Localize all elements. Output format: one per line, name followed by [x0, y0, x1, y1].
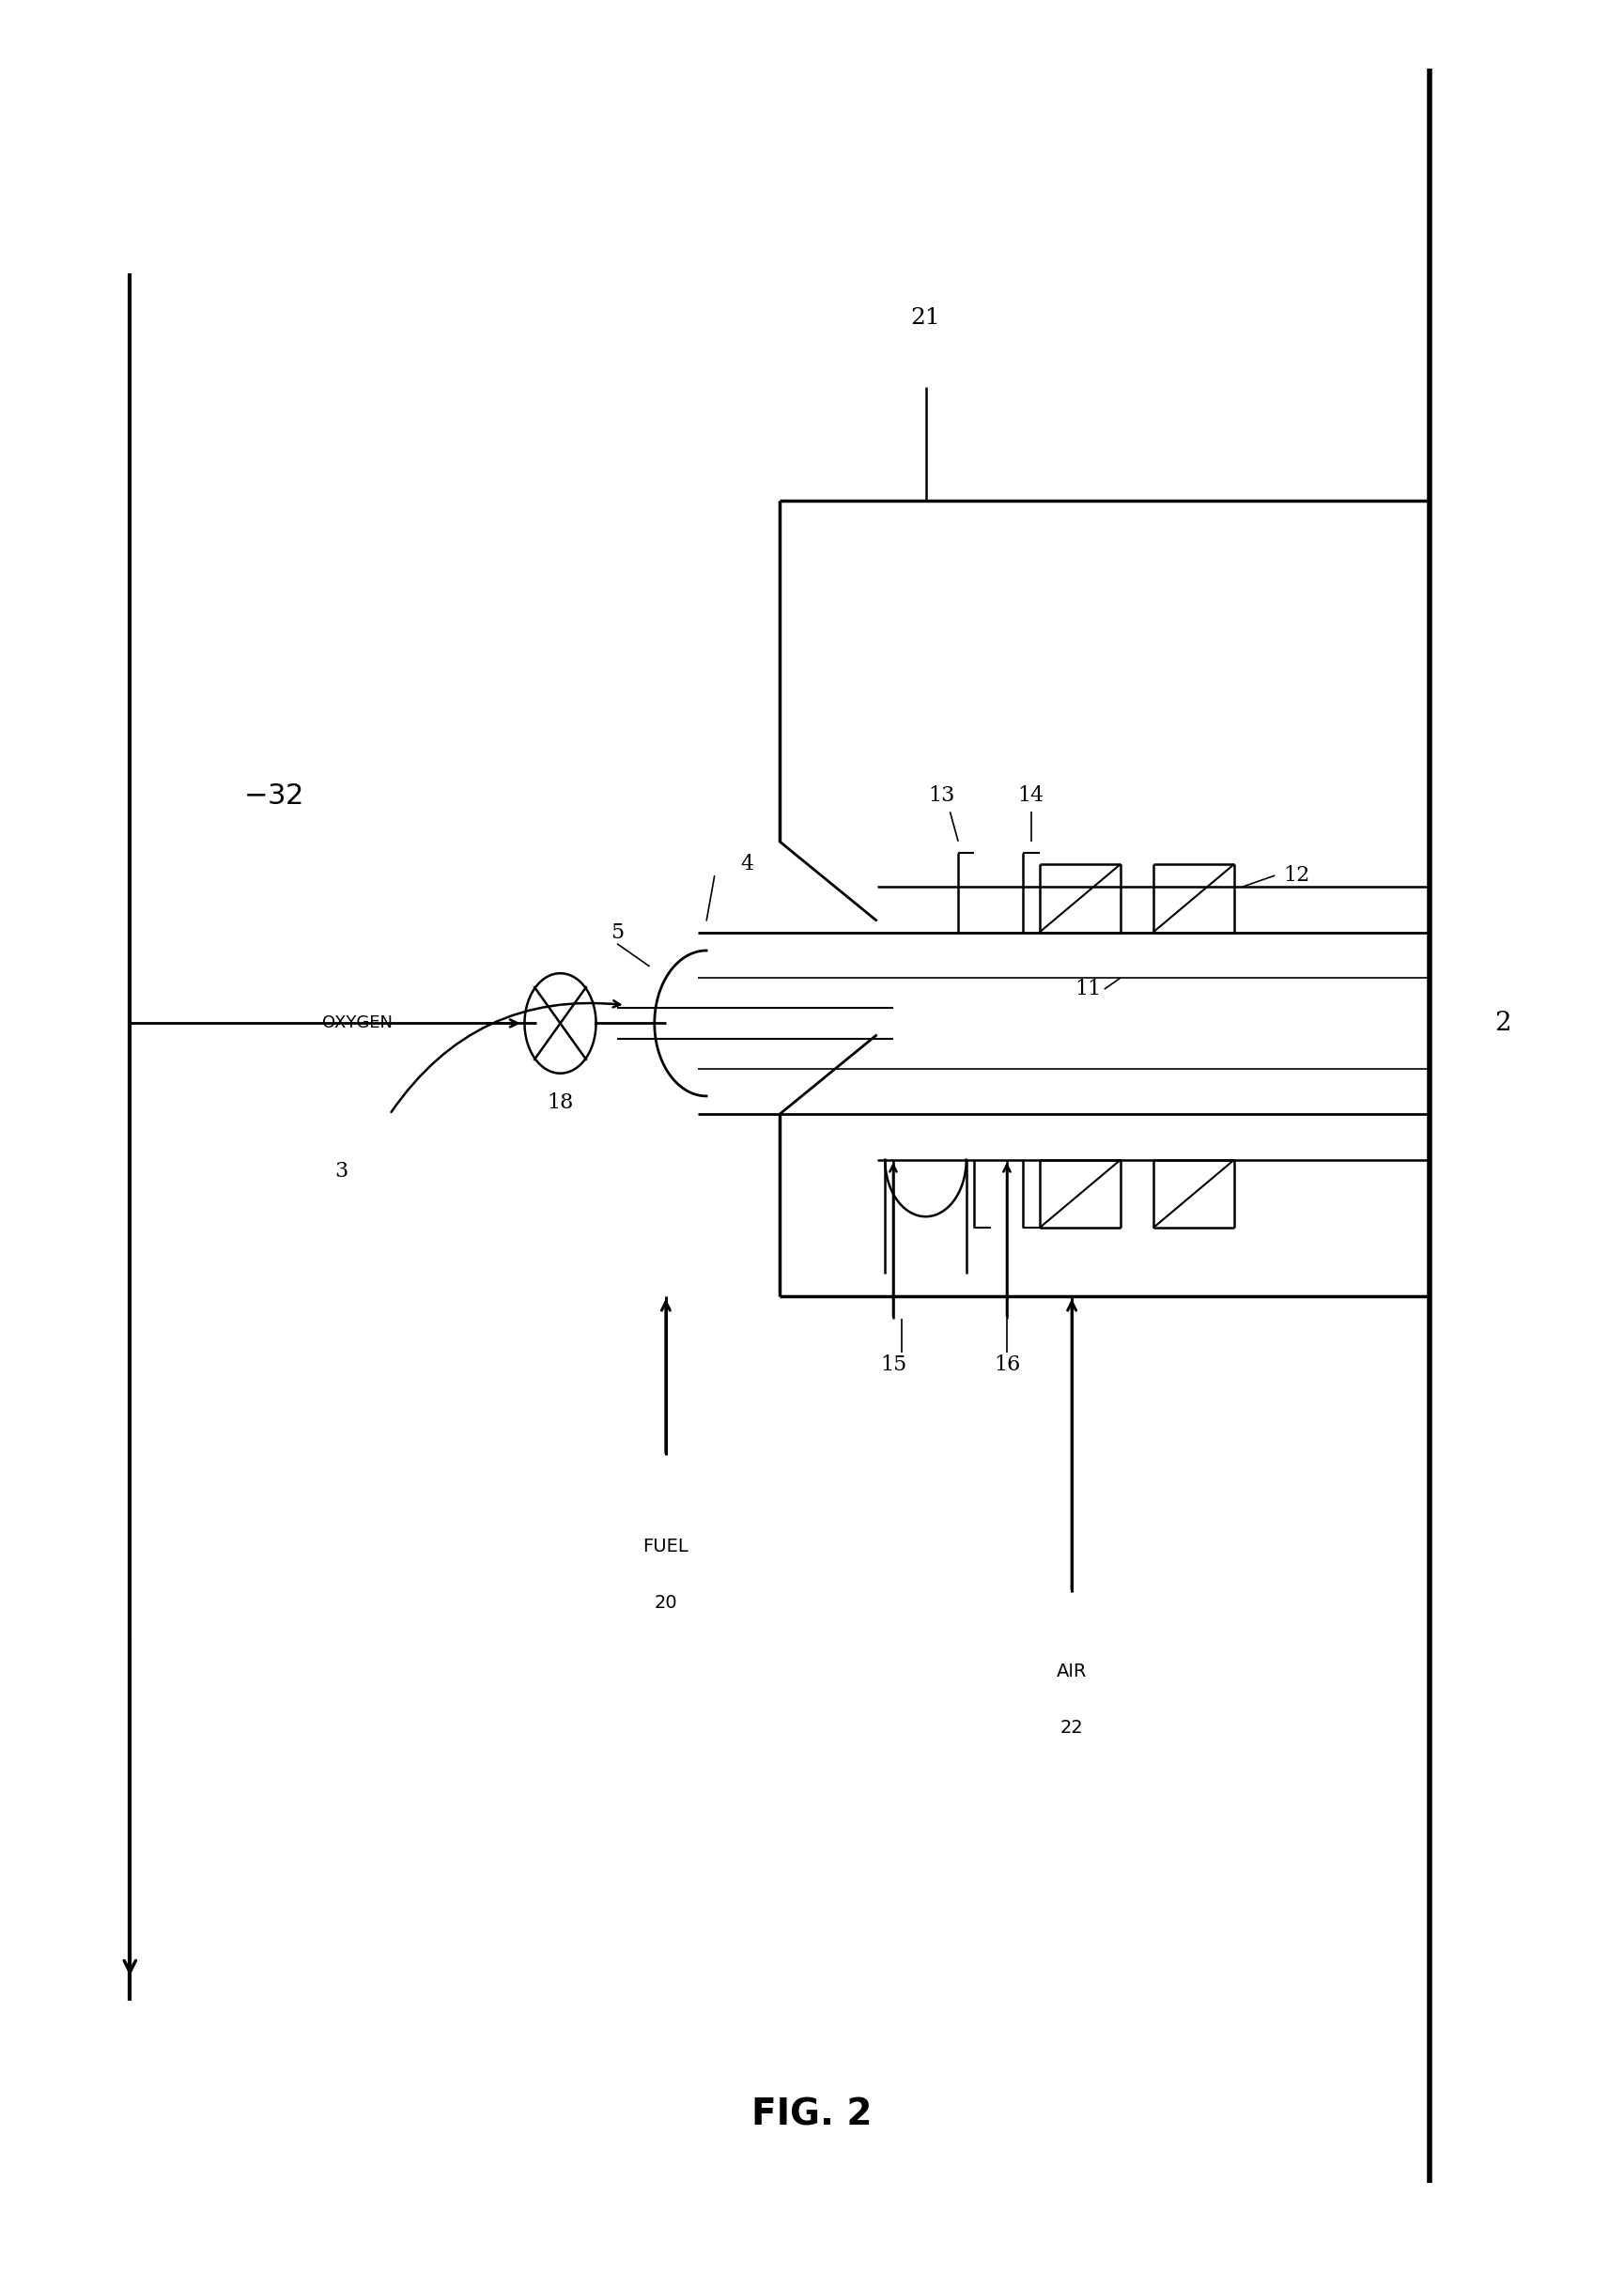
Text: 5: 5 — [611, 921, 624, 944]
Text: 4: 4 — [741, 853, 754, 875]
Text: 15: 15 — [880, 1353, 906, 1376]
Text: 22: 22 — [1060, 1719, 1083, 1737]
Text: FUEL: FUEL — [643, 1537, 689, 1555]
Text: FIG. 2: FIG. 2 — [752, 2097, 872, 2133]
Text: 18: 18 — [547, 1092, 573, 1114]
Text: 16: 16 — [994, 1353, 1020, 1376]
Text: 11: 11 — [1075, 978, 1101, 1001]
Text: OXYGEN: OXYGEN — [322, 1014, 393, 1032]
Text: 2: 2 — [1494, 1010, 1510, 1037]
Text: 14: 14 — [1018, 785, 1044, 807]
Text: 20: 20 — [654, 1594, 677, 1612]
Text: AIR: AIR — [1057, 1662, 1086, 1680]
Text: 13: 13 — [929, 785, 955, 807]
Text: $-32$: $-32$ — [244, 782, 304, 810]
Text: 12: 12 — [1283, 864, 1309, 887]
Text: 21: 21 — [911, 307, 940, 330]
Text: 3: 3 — [335, 1160, 348, 1182]
